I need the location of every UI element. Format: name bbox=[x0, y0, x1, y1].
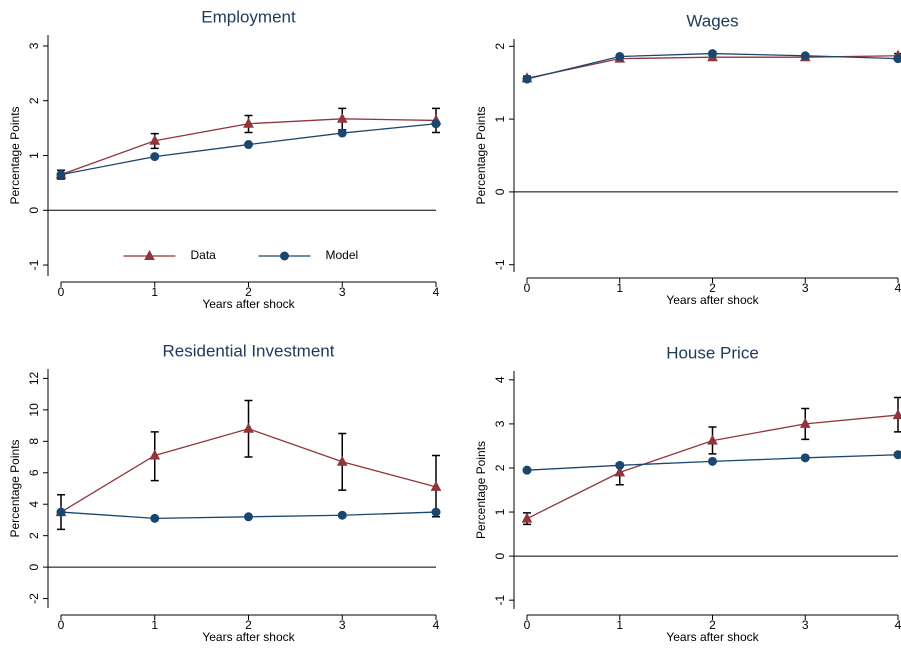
y-tick-label: 1 bbox=[493, 508, 507, 515]
data-point bbox=[431, 119, 441, 129]
x-tick-label: 1 bbox=[616, 281, 623, 295]
y-axis-label: Percentage Points bbox=[8, 439, 22, 537]
data-point bbox=[521, 512, 533, 523]
legend-label: Model bbox=[326, 248, 359, 262]
y-tick-label: -1 bbox=[27, 259, 41, 270]
data-point bbox=[431, 507, 441, 517]
y-tick-label: 6 bbox=[27, 469, 41, 476]
data-point bbox=[150, 152, 160, 162]
x-tick-label: 3 bbox=[802, 281, 809, 295]
x-axis-label: Years after shock bbox=[202, 630, 295, 644]
legend-marker bbox=[280, 251, 289, 261]
x-tick-label: 1 bbox=[151, 618, 158, 632]
legend-marker bbox=[144, 249, 155, 260]
data-point bbox=[893, 54, 901, 64]
data-point bbox=[337, 510, 347, 520]
y-tick-label: 4 bbox=[27, 501, 41, 508]
x-tick-label: 3 bbox=[339, 618, 346, 632]
data-point bbox=[614, 466, 626, 477]
panel-title: Employment bbox=[201, 7, 296, 26]
x-tick-label: 0 bbox=[524, 281, 531, 295]
y-axis-label: Percentage Points bbox=[8, 106, 22, 204]
data-point bbox=[799, 417, 811, 428]
x-tick-label: 2 bbox=[709, 618, 716, 632]
y-tick-label: 2 bbox=[493, 464, 507, 471]
x-tick-label: 1 bbox=[151, 285, 158, 299]
y-tick-label: 0 bbox=[27, 207, 41, 214]
data-point bbox=[707, 434, 718, 445]
data-point bbox=[615, 51, 625, 61]
y-tick-label: 3 bbox=[493, 420, 507, 427]
data-point bbox=[149, 134, 161, 145]
data-point bbox=[244, 140, 253, 150]
x-tick-label: 1 bbox=[616, 618, 623, 632]
x-tick-label: 2 bbox=[245, 285, 252, 299]
data-point bbox=[56, 507, 66, 517]
panel-title: House Price bbox=[666, 343, 759, 362]
y-tick-label: 0 bbox=[27, 563, 41, 570]
y-axis-label: Percentage Points bbox=[474, 441, 488, 539]
x-tick-label: 4 bbox=[895, 281, 901, 295]
x-tick-label: 3 bbox=[339, 285, 346, 299]
x-axis-label: Years after shock bbox=[666, 293, 759, 307]
x-tick-label: 2 bbox=[245, 618, 252, 632]
y-tick-label: 3 bbox=[27, 42, 41, 49]
y-tick-label: 1 bbox=[27, 152, 41, 159]
data-point bbox=[243, 422, 254, 433]
y-tick-label: 2 bbox=[493, 43, 507, 50]
data-point bbox=[800, 453, 810, 463]
data-point bbox=[893, 450, 901, 460]
x-axis-label: Years after shock bbox=[666, 630, 759, 644]
x-tick-label: 0 bbox=[58, 618, 65, 632]
x-tick-label: 4 bbox=[895, 618, 901, 632]
data-point bbox=[150, 513, 160, 523]
x-tick-label: 3 bbox=[802, 618, 809, 632]
y-tick-label: 8 bbox=[27, 438, 41, 445]
y-tick-label: 10 bbox=[27, 403, 41, 417]
x-tick-label: 0 bbox=[524, 618, 531, 632]
y-tick-label: 2 bbox=[27, 97, 41, 104]
y-tick-label: 0 bbox=[493, 188, 507, 195]
data-point bbox=[522, 465, 532, 475]
data-point bbox=[56, 170, 66, 180]
data-point bbox=[430, 480, 442, 491]
y-tick-label: 2 bbox=[27, 532, 41, 539]
data-point bbox=[244, 512, 253, 522]
data-point bbox=[892, 409, 901, 420]
x-axis-label: Years after shock bbox=[202, 297, 295, 311]
y-tick-label: 0 bbox=[493, 552, 507, 559]
data-point bbox=[336, 455, 348, 466]
legend-label: Data bbox=[191, 248, 217, 262]
data-point bbox=[243, 117, 254, 128]
y-tick-label: 1 bbox=[493, 115, 507, 122]
data-point bbox=[522, 74, 532, 84]
x-tick-label: 0 bbox=[58, 285, 65, 299]
data-point bbox=[336, 112, 348, 123]
data-point bbox=[708, 49, 717, 59]
x-tick-label: 4 bbox=[433, 618, 440, 632]
data-point bbox=[337, 128, 347, 138]
x-tick-label: 2 bbox=[709, 281, 716, 295]
y-axis-label: Percentage Points bbox=[474, 106, 488, 204]
panel-title: Residential Investment bbox=[163, 341, 335, 360]
panel-title: Wages bbox=[686, 11, 738, 30]
y-tick-label: 4 bbox=[493, 376, 507, 383]
data-point bbox=[708, 456, 717, 466]
y-tick-label: -2 bbox=[27, 593, 41, 604]
data-point bbox=[800, 51, 810, 61]
x-tick-label: 4 bbox=[433, 285, 440, 299]
data-point bbox=[615, 460, 625, 470]
y-tick-label: -1 bbox=[493, 595, 507, 606]
y-tick-label: 12 bbox=[27, 371, 41, 385]
data-point bbox=[149, 449, 161, 460]
y-tick-label: -1 bbox=[493, 259, 507, 270]
